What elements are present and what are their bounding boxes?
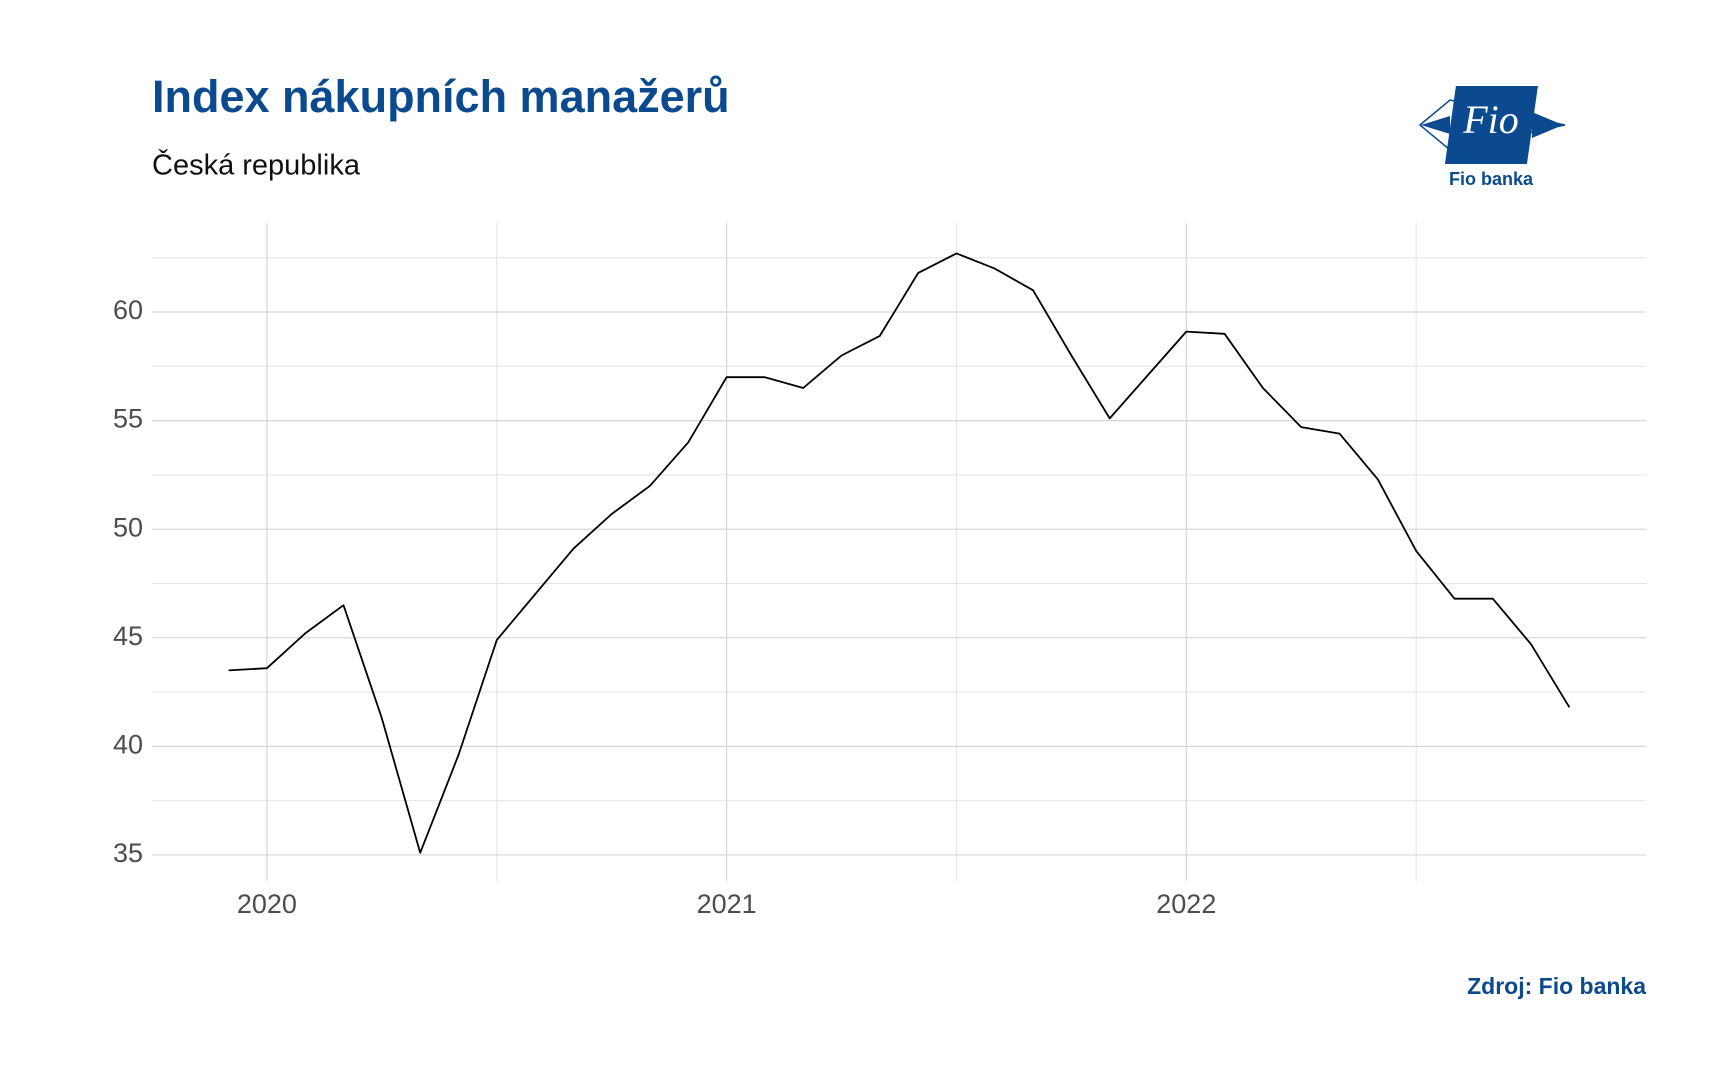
chart-title: Index nákupních manažerů xyxy=(152,71,730,122)
x-tick-label: 2021 xyxy=(697,889,757,919)
logo-shape xyxy=(1444,86,1538,164)
logo-text: Fio banka xyxy=(1449,169,1534,189)
chart-subtitle: Česká republika xyxy=(152,148,361,182)
y-tick-label: 40 xyxy=(113,729,143,759)
x-tick-label: 2020 xyxy=(237,889,297,919)
x-tick-label: 2022 xyxy=(1156,889,1216,919)
logo-shape xyxy=(1421,116,1450,134)
y-tick-label: 45 xyxy=(113,621,143,651)
y-tick-label: 50 xyxy=(113,512,143,542)
source: Zdroj: Fio banka xyxy=(1467,973,1646,999)
y-tick-label: 55 xyxy=(113,404,143,434)
logo-shape xyxy=(1532,112,1563,138)
y-tick-label: 60 xyxy=(113,295,143,325)
line xyxy=(228,252,1571,854)
logo: Fio Fio banka xyxy=(1418,86,1566,189)
logo-mark: Fio xyxy=(1462,97,1519,142)
y-tick-label: 35 xyxy=(113,838,143,868)
